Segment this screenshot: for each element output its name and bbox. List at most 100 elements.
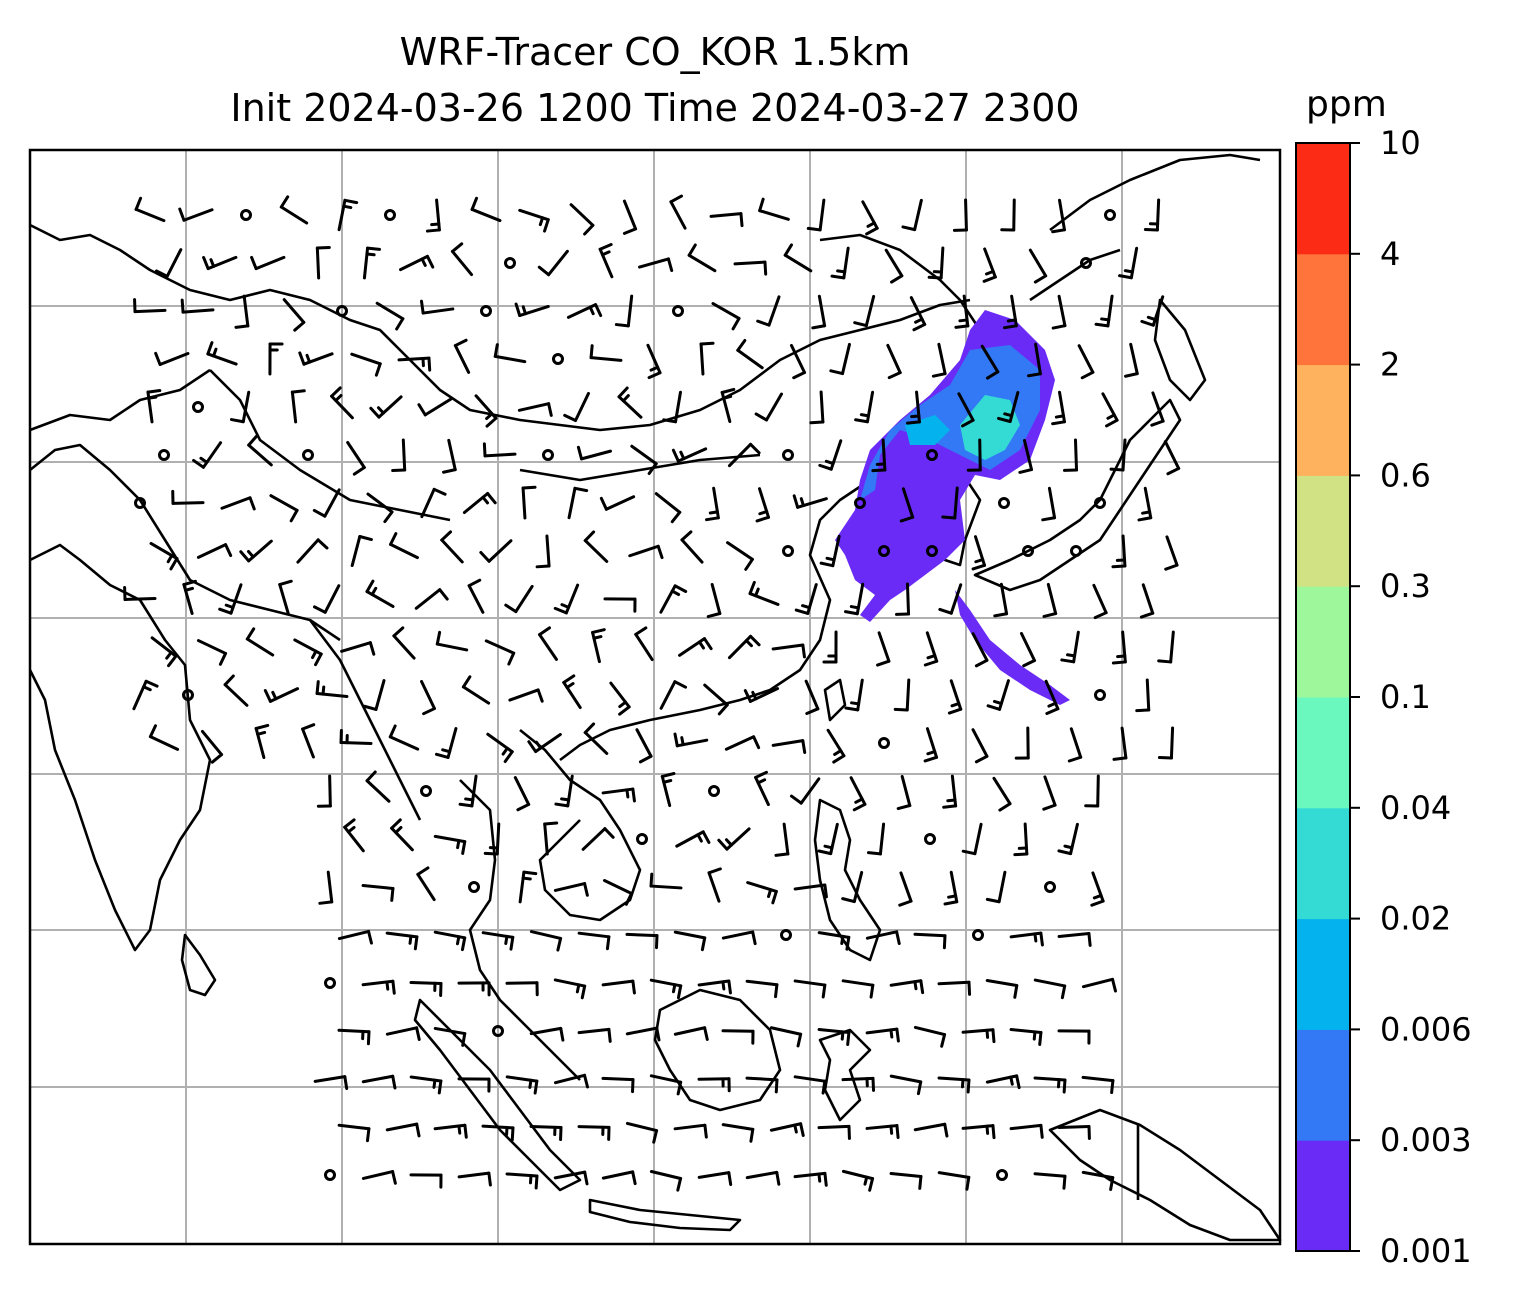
colorbar-ticks: 0.001 0.003 0.006 0.02 0.04 0.1 0.3 0.6 2 4 10	[1350, 124, 1472, 1270]
wind-barb	[385, 931, 419, 951]
wind-barb	[806, 198, 826, 232]
colorbar-tick-label: 4	[1380, 235, 1400, 273]
wind-barb	[218, 583, 243, 615]
wind-barb	[952, 198, 968, 232]
wind-barb	[453, 338, 471, 374]
wind-barb	[1041, 486, 1057, 522]
wind-barb	[1111, 534, 1127, 569]
wind-barb	[854, 390, 875, 424]
wind-barb	[843, 582, 865, 616]
wind-barb	[414, 588, 449, 610]
wind-barb	[312, 488, 341, 518]
wind-barb	[745, 1170, 781, 1186]
wind-barb	[337, 929, 373, 945]
wind-barb	[1164, 535, 1179, 571]
colorbar-segment	[1296, 475, 1350, 587]
wind-barb	[811, 294, 827, 330]
calm-marker	[878, 545, 890, 557]
wind-barb	[774, 822, 790, 857]
wind-barb	[361, 1170, 397, 1185]
wind-barb	[553, 1170, 589, 1186]
wind-barb	[388, 724, 420, 751]
wind-barb	[659, 584, 688, 614]
wind-barb	[518, 208, 550, 233]
wind-barb	[771, 739, 807, 754]
wind-barb	[971, 728, 989, 764]
wind-barb	[1157, 630, 1175, 664]
wind-barb	[1051, 390, 1066, 426]
colorbar-label: ppm	[1306, 84, 1387, 125]
wind-barb	[743, 687, 780, 703]
wind-barb	[1019, 631, 1037, 668]
wind-barb	[554, 774, 574, 808]
calm-marker	[878, 737, 890, 749]
wind-barb	[818, 439, 843, 471]
wind-barb	[721, 930, 757, 946]
calm-marker	[926, 545, 938, 557]
wind-barb	[982, 247, 997, 283]
wind-barb	[330, 386, 354, 420]
calm-markers	[134, 209, 1116, 1181]
wind-barb	[553, 1073, 589, 1089]
calm-marker	[504, 257, 516, 269]
wind-barb	[1057, 1124, 1091, 1140]
wind-barb	[923, 727, 939, 763]
wind-barb	[301, 723, 316, 759]
wind-barb	[705, 486, 720, 522]
wind-barb	[871, 438, 887, 473]
wind-barb	[646, 343, 662, 380]
wind-barb	[861, 200, 879, 236]
wind-barb	[898, 871, 913, 907]
calm-marker	[1094, 689, 1106, 701]
wind-barb	[992, 776, 1012, 812]
chart-subtitle: Init 2024-03-26 1200 Time 2024-03-27 230…	[230, 86, 1080, 130]
wind-barb	[254, 723, 270, 759]
wind-barb	[669, 194, 687, 230]
calm-marker	[780, 929, 792, 941]
wind-barb	[1081, 1170, 1115, 1191]
wind-barb	[362, 679, 386, 711]
wind-barb	[566, 303, 603, 319]
calm-marker	[192, 401, 204, 413]
wind-barb	[804, 679, 820, 715]
wind-barb	[771, 643, 806, 659]
wind-barb	[841, 979, 875, 999]
wind-barb	[937, 980, 972, 996]
wind-barb	[986, 679, 1010, 711]
wind-barb	[966, 438, 982, 472]
wind-barb	[369, 395, 403, 419]
wind-barb	[517, 402, 553, 417]
wind-barb	[146, 389, 162, 424]
calm-marker	[972, 929, 984, 941]
wind-barb	[697, 979, 732, 995]
wind-barb	[1137, 486, 1153, 522]
wind-barb	[769, 1122, 805, 1137]
wind-barb	[269, 494, 299, 523]
wind-barb	[905, 390, 921, 425]
wind-barb	[625, 932, 659, 950]
wind-barb	[769, 1026, 803, 1048]
wind-barb	[1090, 871, 1105, 907]
wind-barb	[941, 486, 959, 520]
wind-barb	[1042, 775, 1057, 811]
calm-marker	[782, 449, 794, 461]
wind-barb	[865, 1124, 900, 1140]
wind-barb	[630, 444, 658, 476]
wind-barb	[467, 578, 485, 614]
calm-marker	[420, 785, 432, 797]
wind-barb	[346, 441, 366, 476]
wind-barb	[1067, 727, 1083, 763]
wind-barb	[1118, 246, 1139, 280]
wind-barb	[927, 246, 945, 280]
calm-marker	[542, 449, 554, 461]
wind-barb	[614, 294, 634, 328]
wind-barb	[699, 341, 715, 376]
wind-barb	[707, 867, 722, 903]
wind-barb	[792, 494, 828, 509]
colorbar-tick-label: 0.02	[1380, 900, 1451, 938]
wind-barb	[971, 632, 989, 668]
wind-barb	[789, 343, 807, 380]
wind-barb	[817, 1027, 851, 1046]
wind-barb	[483, 822, 501, 856]
